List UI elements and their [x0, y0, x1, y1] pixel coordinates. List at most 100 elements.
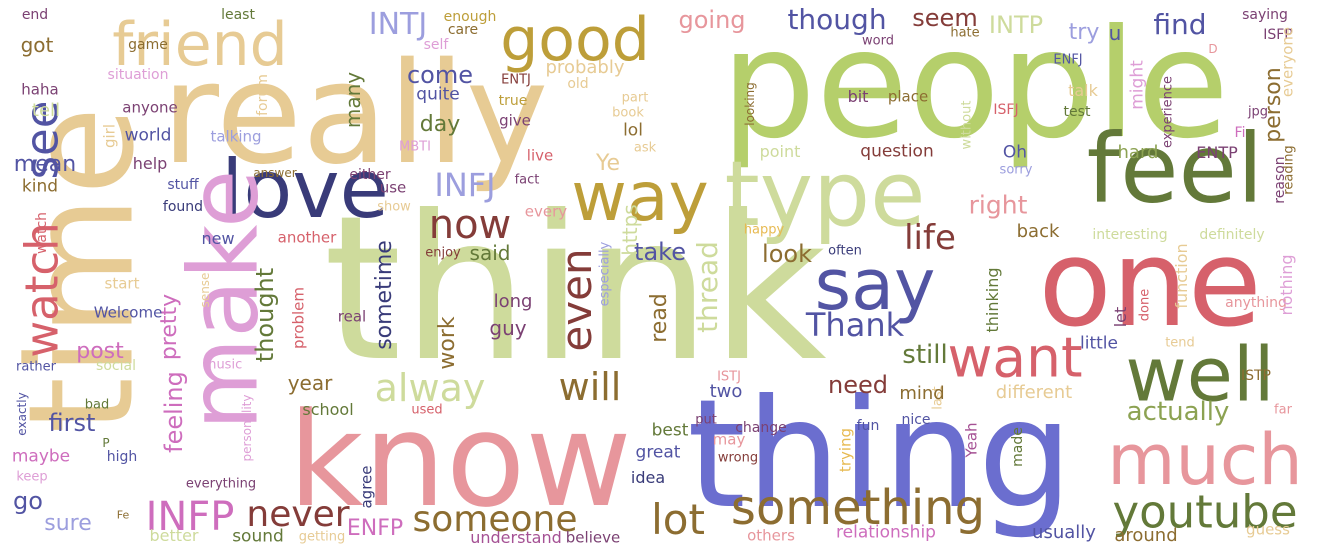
word-3: know [288, 384, 632, 536]
word-107: every [524, 202, 568, 221]
word-91: probably [545, 57, 625, 78]
word-20: now [428, 202, 512, 248]
word-30: even [552, 248, 601, 352]
word-144: interesting [1092, 227, 1168, 243]
word-33: post [76, 339, 124, 364]
word-134: start [104, 274, 140, 293]
word-67: sure [44, 511, 92, 536]
word-197: looking [743, 82, 757, 126]
word-39: INTP [988, 11, 1044, 39]
word-169: agree [357, 465, 376, 509]
word-73: help [132, 154, 168, 173]
word-187: change [735, 420, 787, 436]
word-108: enjoy [425, 245, 461, 261]
word-121: might [1127, 60, 1148, 110]
word-19: something [730, 480, 986, 536]
word-105: use [379, 178, 407, 197]
word-184: nice [901, 412, 931, 428]
word-150: social [96, 358, 136, 374]
word-74: world [124, 125, 172, 146]
word-83: care [447, 22, 479, 38]
word-118: place [887, 87, 929, 106]
word-64: long [493, 291, 533, 312]
word-196: without [959, 100, 975, 150]
word-36: though [787, 3, 887, 36]
word-55: year [287, 371, 333, 395]
word-158: put [695, 412, 717, 428]
word-167: high [106, 449, 138, 465]
word-15: want [947, 325, 1083, 390]
word-193: far [1274, 402, 1292, 418]
word-189: wrong [717, 450, 759, 466]
word-129: everyone [1278, 26, 1297, 98]
word-86: anyone [122, 98, 178, 117]
word-160: ISTP [1240, 368, 1272, 384]
word-136: Welcome [93, 303, 163, 322]
word-110: happy [743, 222, 785, 238]
word-143: nothing [1277, 254, 1296, 316]
word-133: talk [1068, 81, 1098, 100]
word-102: found [162, 199, 204, 215]
word-78: haha [21, 80, 59, 99]
word-52: read [647, 293, 672, 343]
word-151: music [203, 357, 243, 373]
word-97: ask [633, 140, 657, 156]
word-183: made [1010, 427, 1026, 467]
word-195: D [1208, 42, 1218, 56]
word-173: sound [232, 526, 284, 547]
word-44: many [341, 71, 365, 129]
word-6: one [1038, 215, 1262, 354]
word-26: INFP [145, 494, 235, 540]
word-47: look [762, 240, 812, 268]
word-56: still [902, 340, 948, 370]
word-154: personality [240, 394, 254, 462]
word-63: sometime [372, 240, 397, 350]
word-165: P [102, 436, 110, 450]
word-22: will [558, 365, 622, 409]
word-66: go [13, 487, 43, 515]
word-48: take [634, 238, 686, 266]
word-88: girl [100, 123, 119, 149]
word-185: fun [856, 418, 880, 434]
word-2: thing [687, 368, 1073, 542]
word-53: work [435, 316, 460, 370]
word-40: try [1068, 20, 1100, 45]
word-176: believe [565, 528, 621, 547]
word-141: function [1172, 243, 1191, 309]
word-27: alway [374, 366, 486, 410]
word-138: problem [289, 286, 308, 350]
word-14: much [1107, 419, 1303, 501]
word-68: ENFP [346, 516, 404, 541]
word-161: different [995, 382, 1073, 403]
word-49: said [469, 241, 511, 265]
word-95: book [612, 105, 644, 121]
word-131: Fi [1234, 125, 1246, 141]
word-194: u [1108, 21, 1122, 45]
word-137: real [337, 307, 367, 326]
word-98: live [526, 146, 554, 165]
word-186: trying [836, 427, 855, 473]
word-128: ISFP [1263, 27, 1293, 43]
word-31: life [904, 218, 956, 258]
word-191: great [635, 442, 681, 463]
word-109: especially [597, 241, 613, 307]
word-84: self [423, 37, 449, 53]
word-69: mean [13, 152, 77, 177]
word-104: another [277, 228, 337, 247]
word-101: stuff [167, 177, 199, 193]
word-35: going [678, 6, 746, 34]
word-124: reason [1272, 156, 1288, 204]
word-164: bad [84, 397, 110, 413]
word-148: tend [1165, 335, 1195, 351]
word-37: find [1153, 8, 1207, 41]
word-60: feeling [160, 371, 188, 453]
word-93: true [498, 93, 528, 109]
word-157: ISTJ [717, 369, 741, 385]
word-192: idea [630, 468, 666, 487]
word-92: old [567, 76, 589, 92]
word-127: saying [1242, 7, 1288, 23]
word-28: someone [412, 499, 578, 540]
word-178: relationship [836, 522, 936, 543]
word-80: end [21, 7, 49, 23]
word-199: watch [34, 211, 50, 255]
